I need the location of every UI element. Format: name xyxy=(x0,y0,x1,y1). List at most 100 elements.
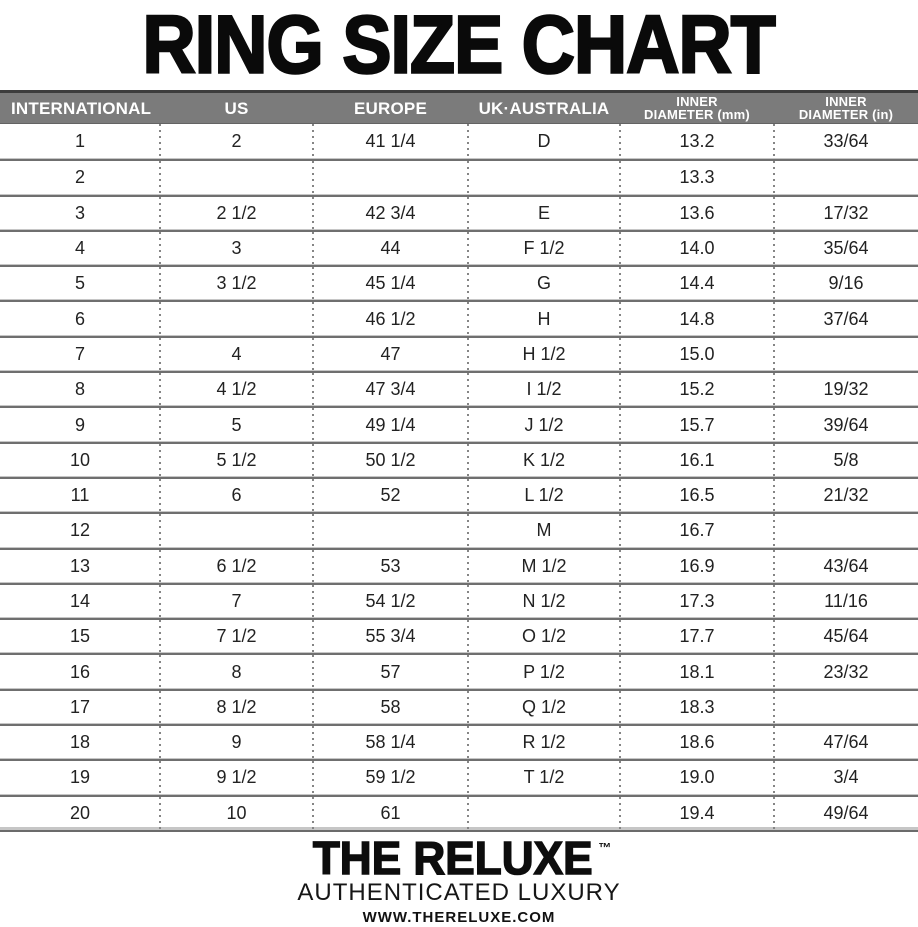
table-cell: 17 xyxy=(69,696,91,717)
table-cell: 7 xyxy=(74,343,85,364)
brand-logo-text: THE RELUXE xyxy=(312,831,593,884)
column-header: EUROPE xyxy=(313,100,468,117)
table-cell: 61 xyxy=(312,796,468,831)
table-cell: 15.2 xyxy=(619,373,774,407)
table-row: 20 10 61 19.4 49/64 xyxy=(0,794,918,831)
column-header-line: EUROPE xyxy=(354,98,427,118)
table-row: 1 2 41 1/4 D 13.2 33/64 xyxy=(0,124,918,160)
table-cell xyxy=(159,514,313,548)
table-cell: 13 xyxy=(69,555,91,576)
table-cell: 19.0 xyxy=(619,761,774,795)
table-cell: 57 xyxy=(312,655,468,690)
table-row: 8 4 1/2 47 3/4 I 1/2 15.2 19/32 xyxy=(0,371,918,407)
table-cell: M 1/2 xyxy=(467,549,620,584)
table-cell xyxy=(467,796,620,831)
table-cell: Q 1/2 xyxy=(467,690,620,725)
column-header-line: UK·AUSTRALIA xyxy=(478,98,610,118)
table-cell: 2 xyxy=(159,124,313,160)
table-row: 14 7 54 1/2 N 1/2 17.3 11/16 xyxy=(0,582,918,619)
table-cell: 10 xyxy=(159,796,313,831)
table-cell: 2 xyxy=(74,167,85,188)
table-cell: 5 xyxy=(74,273,85,294)
table-cell: 47/64 xyxy=(773,726,918,760)
table-row: 4 3 44 F 1/2 14.0 35/64 xyxy=(0,229,918,266)
table-cell: D xyxy=(467,124,620,160)
table-cell: 19/32 xyxy=(773,373,918,407)
table-cell: 3 1/2 xyxy=(159,267,313,301)
table-cell: 16.7 xyxy=(619,514,774,548)
table-cell: 53 xyxy=(312,549,468,584)
table-cell: 4 xyxy=(74,238,85,259)
table-cell: I 1/2 xyxy=(467,373,620,407)
table-cell: M xyxy=(467,514,620,548)
table-cell: 13.2 xyxy=(619,124,774,160)
table-cell: 49/64 xyxy=(773,796,918,831)
table-cell: 4 1/2 xyxy=(159,373,313,407)
table-cell: 55 3/4 xyxy=(312,620,468,654)
table-cell: 1 xyxy=(74,131,85,152)
table-cell: 17/32 xyxy=(773,196,918,231)
table-row: 13 6 1/2 53 M 1/2 16.9 43/64 xyxy=(0,547,918,584)
table-row: 12 M 16.7 xyxy=(0,512,918,548)
table-cell: 2 1/2 xyxy=(159,196,313,231)
table-cell: N 1/2 xyxy=(467,584,620,619)
table-cell: E xyxy=(467,196,620,231)
title-area: RING SIZE CHART xyxy=(0,0,918,90)
column-header: UK·AUSTRALIA xyxy=(468,100,620,117)
table-cell: 50 1/2 xyxy=(312,443,468,478)
table-cell: 17.7 xyxy=(619,620,774,654)
column-header-line: US xyxy=(224,98,249,118)
table-cell: 45 1/4 xyxy=(312,267,468,301)
table-cell: 52 xyxy=(312,478,468,513)
table-row: 2 13.3 xyxy=(0,159,918,195)
table-cell: 14.8 xyxy=(619,302,774,337)
brand-footer: THE RELUXE ™ AUTHENTICATED LUXURY WWW.THE… xyxy=(0,832,918,927)
table-row: 5 3 1/2 45 1/4 G 14.4 9/16 xyxy=(0,265,918,301)
table-cell: 23/32 xyxy=(773,655,918,690)
table-cell: 59 1/2 xyxy=(312,761,468,795)
table-cell: 5/8 xyxy=(773,443,918,478)
table-row: 11 6 52 L 1/2 16.5 21/32 xyxy=(0,476,918,513)
table-cell: 11/16 xyxy=(773,584,918,619)
table-cell: 13.6 xyxy=(619,196,774,231)
table-row: 6 46 1/2 H 14.8 37/64 xyxy=(0,300,918,337)
table-cell: 3/4 xyxy=(773,761,918,795)
table-cell: 7 1/2 xyxy=(159,620,313,654)
table-cell: 9 xyxy=(159,726,313,760)
column-header-line: INNER xyxy=(676,94,718,109)
table-cell: 49 1/4 xyxy=(312,408,468,442)
table-cell: 18.1 xyxy=(619,655,774,690)
table-cell: 3 xyxy=(74,202,85,223)
table-cell: 9/16 xyxy=(773,267,918,301)
table-cell: 3 xyxy=(159,231,313,266)
table-cell: 35/64 xyxy=(773,231,918,266)
table-cell: 11 xyxy=(70,485,90,506)
table-cell: J 1/2 xyxy=(467,408,620,442)
table-cell: 6 1/2 xyxy=(159,549,313,584)
table-row: 16 8 57 P 1/2 18.1 23/32 xyxy=(0,653,918,690)
table-cell: H xyxy=(467,302,620,337)
table-cell: 39/64 xyxy=(773,408,918,442)
table-row: 9 5 49 1/4 J 1/2 15.7 39/64 xyxy=(0,406,918,442)
column-header: US xyxy=(160,100,313,117)
table-header-row: INTERNATIONAL US EUROPE UK·AUSTRALIA INNER DI… xyxy=(0,90,918,124)
table-cell: 15.7 xyxy=(619,408,774,442)
table-cell xyxy=(467,161,620,195)
table-cell xyxy=(312,161,468,195)
table-cell: 5 1/2 xyxy=(159,443,313,478)
table-cell: 44 xyxy=(312,231,468,266)
table-cell xyxy=(159,161,313,195)
table-cell: 54 1/2 xyxy=(312,584,468,619)
table-cell: 6 xyxy=(74,308,85,329)
column-header: INTERNATIONAL xyxy=(0,100,160,117)
table-cell: 47 xyxy=(312,337,468,372)
column-header: INNER DIAMETER (mm) xyxy=(620,95,774,121)
table-cell: 10 xyxy=(69,449,91,470)
table-cell: 41 1/4 xyxy=(312,124,468,160)
table-cell: 19 xyxy=(69,767,91,788)
table-row: 10 5 1/2 50 1/2 K 1/2 16.1 5/8 xyxy=(0,441,918,478)
brand-logo: THE RELUXE ™ xyxy=(0,831,918,884)
table-cell: K 1/2 xyxy=(467,443,620,478)
table-cell xyxy=(773,514,918,548)
table-cell: 13.3 xyxy=(619,161,774,195)
